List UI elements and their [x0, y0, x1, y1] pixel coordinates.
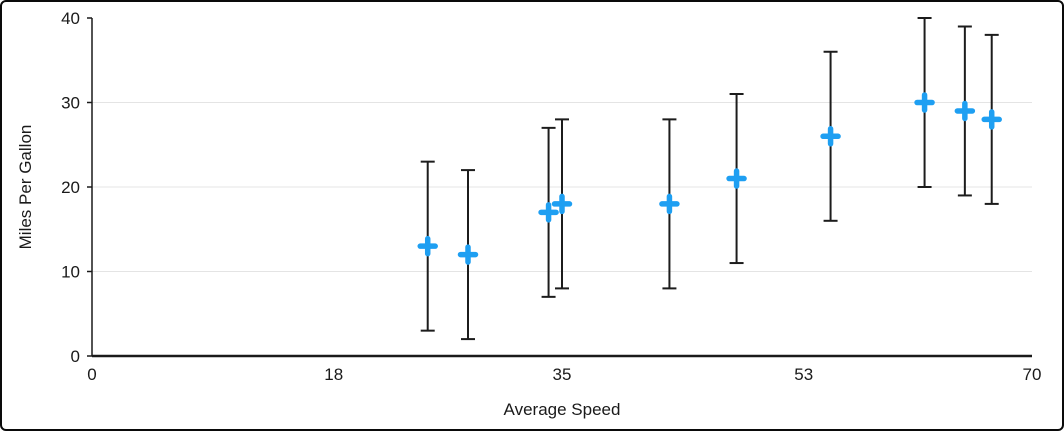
x-tick-label: 35 — [553, 365, 572, 384]
data-point-marker — [954, 100, 976, 122]
x-axis-title: Average Speed — [503, 400, 621, 419]
x-tick-label: 53 — [794, 365, 813, 384]
data-point-marker — [659, 193, 680, 215]
x-tick-label: 70 — [1023, 365, 1042, 384]
y-axis-title: Miles Per Gallon — [16, 124, 35, 250]
data-point-marker — [551, 193, 573, 215]
y-tick-label: 0 — [71, 347, 80, 366]
data-point-marker — [820, 126, 841, 147]
y-tick-label: 30 — [61, 94, 80, 113]
y-tick-label: 10 — [61, 263, 80, 282]
data-point-marker — [726, 168, 747, 189]
x-tick-label: 18 — [324, 365, 343, 384]
data-point-marker — [457, 244, 479, 265]
data-point-marker — [914, 92, 935, 113]
data-point-marker — [538, 202, 559, 223]
data-point-marker — [417, 235, 438, 257]
data-point-marker — [981, 109, 1002, 130]
y-tick-label: 40 — [61, 9, 80, 28]
y-tick-label: 20 — [61, 178, 80, 197]
x-tick-label: 0 — [87, 365, 96, 384]
